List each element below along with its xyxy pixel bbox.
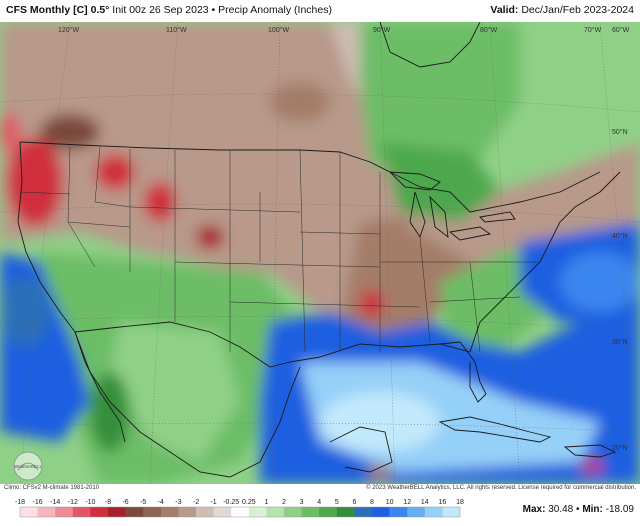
legend-tick-label: -1 (210, 499, 216, 506)
legend-tick-label: 0.25 (242, 499, 256, 506)
title-separator: • (211, 4, 216, 16)
legend-swatch (37, 507, 56, 517)
legend-tick-label: -10 (85, 499, 95, 506)
legend-swatch (231, 507, 250, 517)
valid-period: Valid: Dec/Jan/Feb 2023-2024 (490, 4, 634, 16)
legend-tick-label: 18 (456, 499, 464, 506)
legend-swatch (372, 507, 390, 517)
legend-tick-label: -16 (33, 499, 43, 506)
logo-text: WeatherBELL (14, 464, 42, 469)
legend-swatch (389, 507, 408, 517)
lon-label: 120°W (58, 26, 79, 34)
legend-tick-label: -5 (140, 499, 146, 506)
legend-swatch (178, 507, 197, 517)
legend-tick-label: -0.25 (223, 499, 239, 506)
lat-label: 50°N (612, 128, 628, 136)
legend-swatch (213, 507, 232, 517)
legend-tick-label: -18 (15, 499, 25, 506)
longitude-labels: 120°W 110°W 100°W 90°W 80°W 70°W 60°W (58, 26, 630, 34)
legend-swatch (160, 507, 179, 517)
max-min-stats: Max: 30.48 • Min: -18.09 (523, 504, 634, 515)
legend-swatch (72, 507, 91, 517)
map-credits: Climo: CFSv2 M-climate 1981-2010 © 2023 … (0, 484, 640, 494)
legend-tick-label: 14 (421, 499, 429, 506)
legend-swatch (20, 507, 38, 517)
lon-label: 80°W (480, 26, 498, 34)
legend-tick-label: -8 (105, 499, 111, 506)
legend-tick-label: 6 (352, 499, 356, 506)
legend-swatches (19, 506, 461, 518)
legend-swatch (407, 507, 426, 517)
borders (17, 22, 621, 478)
legend-tick-label: -2 (193, 499, 199, 506)
lat-label: 20°N (612, 444, 628, 452)
map-header: CFS Monthly [C] 0.5° Init 00z 26 Sep 202… (0, 0, 640, 22)
legend-tick-label: -14 (50, 499, 60, 506)
legend-swatch (354, 507, 373, 517)
legend-tick-label: 3 (300, 499, 304, 506)
legend-tick-label: 5 (335, 499, 339, 506)
lon-label: 60°W (612, 26, 630, 34)
legend-swatch (284, 507, 302, 517)
legend-tick-label: 1 (264, 499, 268, 506)
max-value: 30.48 (548, 504, 574, 515)
legend-swatch (108, 507, 126, 517)
legend-tick-label: -4 (158, 499, 164, 506)
legend-swatch (336, 507, 355, 517)
legend-swatch (301, 507, 320, 517)
lon-label: 90°W (373, 26, 391, 34)
legend-swatch (424, 507, 443, 517)
color-legend: -18 -16 -14 -12 -10 -8 -6 -5 -4 -3 -2 -1 -0.25 0.25 1 2… (15, 499, 464, 518)
max-label: Max: (522, 504, 546, 515)
lon-label: 70°W (584, 26, 602, 34)
min-label: Min: (582, 504, 603, 515)
variable-name: Precip Anomaly (Inches) (218, 4, 332, 16)
legend-swatch (90, 507, 109, 517)
legend-tick-label: 16 (439, 499, 447, 506)
legend-tick-label: -3 (175, 499, 181, 506)
model-name: CFS Monthly [C] 0.5° (6, 4, 110, 16)
lon-label: 110°W (166, 26, 187, 34)
lat-label: 40°N (612, 232, 628, 240)
legend-tick-label: 8 (370, 499, 374, 506)
lat-label: 30°N (612, 338, 628, 346)
valid-value: Dec/Jan/Feb 2023-2024 (521, 4, 634, 16)
map-title: CFS Monthly [C] 0.5° Init 00z 26 Sep 202… (6, 4, 332, 16)
legend-swatch (248, 507, 267, 517)
init-time: Init 00z 26 Sep 2023 (112, 4, 209, 16)
legend-swatch (125, 507, 144, 517)
min-value: -18.09 (605, 504, 634, 515)
legend-tick-label: 4 (317, 499, 321, 506)
legend-swatch (143, 507, 162, 517)
legend-swatch (55, 507, 74, 517)
precip-anomaly-map: 120°W 110°W 100°W 90°W 80°W 70°W 60°W 50… (0, 22, 640, 484)
copyright-note: © 2023 WeatherBELL Analytics, LLC. All r… (366, 485, 636, 491)
state-borders (19, 146, 540, 353)
legend-swatch (196, 507, 214, 517)
legend-ticks: -18 -16 -14 -12 -10 -8 -6 -5 -4 -3 -2 -1 -0.25 0.25 1 2… (15, 499, 464, 506)
legend-swatch (442, 507, 461, 517)
legend-tick-label: -6 (122, 499, 128, 506)
legend-tick-label: 10 (386, 499, 394, 506)
legend-swatch (266, 507, 285, 517)
climo-note: Climo: CFSv2 M-climate 1981-2010 (4, 485, 100, 491)
legend-tick-label: 2 (282, 499, 286, 506)
legend-tick-label: 12 (403, 499, 411, 506)
latitude-labels: 50°N 40°N 30°N 20°N (612, 128, 628, 452)
stats-separator: • (576, 504, 580, 515)
valid-label: Valid: (490, 4, 519, 16)
weatherbell-logo: WeatherBELL (13, 451, 42, 481)
lon-label: 100°W (268, 26, 289, 34)
legend-tick-label: -12 (68, 499, 78, 506)
legend-swatch (319, 507, 338, 517)
graticule (0, 22, 640, 484)
legend-border (19, 506, 461, 518)
